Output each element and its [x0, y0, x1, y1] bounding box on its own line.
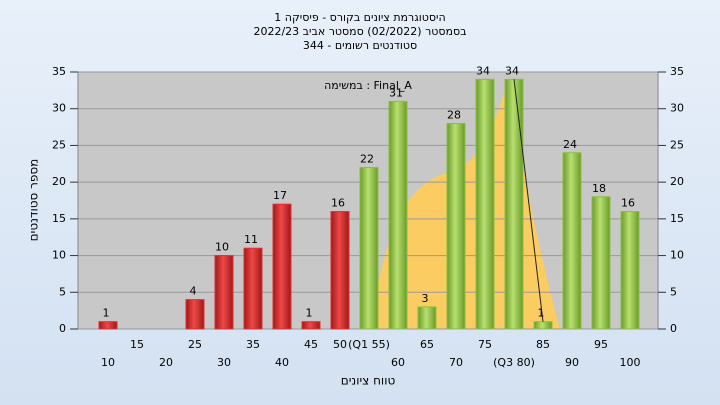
- y-tick-label: 35: [52, 65, 66, 78]
- y-tick-label: 10: [52, 249, 66, 262]
- x-tick-label: 90: [565, 356, 579, 369]
- x-tick-label: 95: [594, 338, 608, 351]
- y2-tick-label: 30: [670, 102, 684, 115]
- x-tick-label: 75: [478, 338, 492, 351]
- bar: [330, 211, 350, 330]
- x-tick-label: 45: [304, 338, 318, 351]
- bar: [620, 211, 640, 330]
- bar: [446, 122, 466, 330]
- y2-tick-label: 15: [670, 212, 684, 225]
- value-label: 16: [621, 197, 635, 210]
- y-tick-label: 5: [59, 285, 66, 298]
- value-label: 22: [360, 152, 374, 165]
- value-label: 16: [331, 197, 345, 210]
- annotation: במשימה : Final_A: [324, 79, 412, 92]
- y2-tick-label: 20: [670, 175, 684, 188]
- y-tick-label: 0: [59, 322, 66, 335]
- bar: [591, 196, 611, 330]
- x-tick-label: 20: [159, 356, 173, 369]
- y-axis-label: מספר סטודנטים: [27, 159, 41, 242]
- chart-subtitle: סטודנטים רשומים - 344: [303, 39, 417, 52]
- value-label: 34: [505, 64, 519, 77]
- y2-tick-label: 25: [670, 138, 684, 151]
- x-axis-label: טווח ציונים: [341, 374, 396, 388]
- value-label: 18: [592, 182, 606, 195]
- x-tick-label: (Q3 80): [493, 356, 535, 369]
- value-label: 24: [563, 138, 577, 151]
- value-label: 3: [422, 292, 429, 305]
- value-label: 4: [190, 285, 197, 298]
- y2-tick-label: 35: [670, 65, 684, 78]
- x-tick-label: 10: [101, 356, 115, 369]
- bar: [359, 166, 379, 330]
- y-tick-label: 15: [52, 212, 66, 225]
- value-label: 11: [244, 233, 258, 246]
- value-label: 1: [538, 307, 545, 320]
- bar: [214, 255, 234, 330]
- chart-subtitle: בסמסטר (02/2022) סמסטר אביב 2022/23: [253, 25, 466, 38]
- bar: [533, 321, 553, 330]
- bar: [98, 321, 118, 330]
- x-tick-label: 60: [391, 356, 405, 369]
- x-tick-label: 50: [333, 338, 347, 351]
- y2-tick-label: 5: [670, 285, 677, 298]
- y2-tick-label: 0: [670, 322, 677, 335]
- x-tick-label: 15: [130, 338, 144, 351]
- x-tick-label: 85: [536, 338, 550, 351]
- x-tick-label: (Q1 55): [348, 338, 390, 351]
- x-tick-label: 35: [246, 338, 260, 351]
- x-tick-label: 100: [620, 356, 641, 369]
- x-tick-label: 40: [275, 356, 289, 369]
- bar: [185, 299, 205, 330]
- y-tick-label: 20: [52, 175, 66, 188]
- y-tick-label: 25: [52, 138, 66, 151]
- value-label: 34: [476, 64, 490, 77]
- value-label: 1: [103, 307, 110, 320]
- chart-title: היסטוגרמת ציונים בקורס - פיסיקה 1: [274, 11, 445, 24]
- bar: [272, 203, 292, 330]
- bar: [562, 152, 582, 330]
- bar: [301, 321, 321, 330]
- y-tick-label: 30: [52, 102, 66, 115]
- value-label: 31: [389, 86, 403, 99]
- value-label: 10: [215, 241, 229, 254]
- connector: [513, 79, 544, 322]
- x-tick-label: 70: [449, 356, 463, 369]
- bar: [504, 78, 524, 330]
- value-label: 17: [273, 189, 287, 202]
- bar: [243, 247, 263, 330]
- x-tick-label: 65: [420, 338, 434, 351]
- x-tick-label: 30: [217, 356, 231, 369]
- bar: [388, 100, 408, 330]
- y2-tick-label: 10: [670, 249, 684, 262]
- x-tick-label: 25: [188, 338, 202, 351]
- value-label: 28: [447, 108, 461, 121]
- bar: [475, 78, 495, 330]
- value-label: 1: [306, 307, 313, 320]
- bar: [417, 306, 437, 330]
